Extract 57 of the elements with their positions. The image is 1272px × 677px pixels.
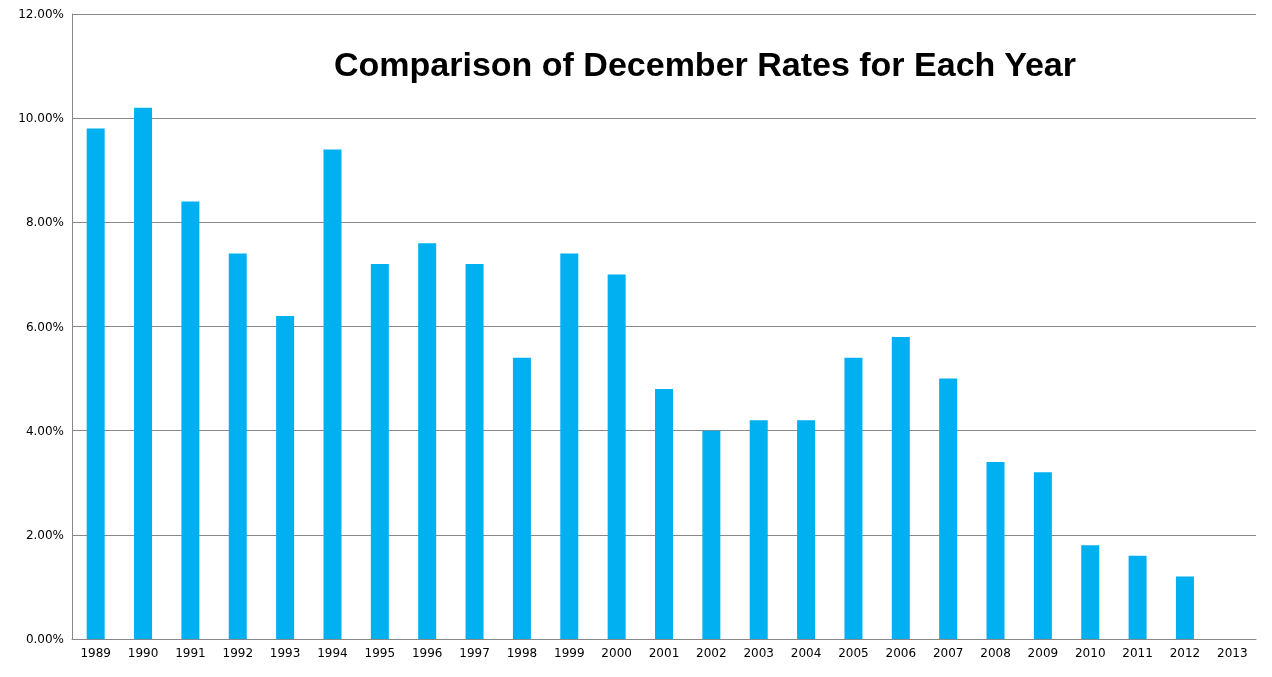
x-tick-label: 1993 xyxy=(269,646,301,660)
x-tick-label: 2005 xyxy=(838,646,869,660)
x-tick-label: 2006 xyxy=(885,646,917,660)
bar xyxy=(939,378,958,639)
bar xyxy=(844,357,863,639)
bar xyxy=(228,253,247,639)
bar xyxy=(1033,472,1052,639)
bar xyxy=(181,201,200,639)
bar xyxy=(607,274,626,639)
x-tick-label: 2011 xyxy=(1122,646,1153,660)
bar xyxy=(370,264,389,639)
y-tick-label: 2.00% xyxy=(25,527,64,542)
x-tick-label: 2009 xyxy=(1027,646,1059,660)
x-tick-label: 1990 xyxy=(127,646,159,660)
x-tick-label: 2007 xyxy=(932,646,964,660)
bar xyxy=(986,461,1005,639)
x-tick-label: 1994 xyxy=(317,646,348,660)
bar xyxy=(749,420,768,639)
bar xyxy=(465,264,484,639)
x-tick-label: 1996 xyxy=(411,646,443,660)
y-tick-label: 10.00% xyxy=(18,111,64,126)
y-tick-label: 12.00% xyxy=(18,7,64,21)
bar xyxy=(702,430,721,639)
y-tick-label: 4.00% xyxy=(25,423,64,438)
x-tick-label: 1995 xyxy=(364,646,396,660)
x-tick-label: 2004 xyxy=(790,646,822,660)
x-tick-label: 2010 xyxy=(1074,646,1106,660)
x-tick-label: 1992 xyxy=(222,646,254,660)
bar xyxy=(512,357,531,639)
bar xyxy=(655,389,673,639)
x-tick-label: 2003 xyxy=(743,646,774,660)
x-tick-label: 2013 xyxy=(1217,646,1248,660)
bar xyxy=(1175,576,1194,639)
bar xyxy=(418,243,437,639)
y-tick-label: 6.00% xyxy=(25,319,64,334)
y-tick-label: 8.00% xyxy=(25,215,64,230)
x-tick-label: 1991 xyxy=(175,646,206,660)
x-tick-label: 2002 xyxy=(696,646,727,660)
x-tick-label: 2008 xyxy=(980,646,1011,660)
bar xyxy=(560,253,579,639)
x-tick-label: 1999 xyxy=(554,646,585,660)
y-tick-label: 0.00% xyxy=(25,632,64,646)
x-tick-label: 2000 xyxy=(601,646,632,660)
x-tick-label: 1997 xyxy=(459,646,490,660)
bar xyxy=(276,316,295,639)
bar xyxy=(86,128,105,639)
bar xyxy=(134,107,153,639)
x-tick-label: 1989 xyxy=(80,646,111,660)
bar xyxy=(891,336,910,639)
bar xyxy=(797,420,816,639)
x-tick-label: 2001 xyxy=(648,646,680,660)
x-tick-label: 1998 xyxy=(506,646,538,660)
text: Comparison of December Rates for Each Year xyxy=(334,45,1076,83)
bar xyxy=(1081,545,1100,639)
bar xyxy=(323,149,342,639)
bar xyxy=(1128,555,1147,639)
x-tick-label: 2012 xyxy=(1169,646,1201,660)
